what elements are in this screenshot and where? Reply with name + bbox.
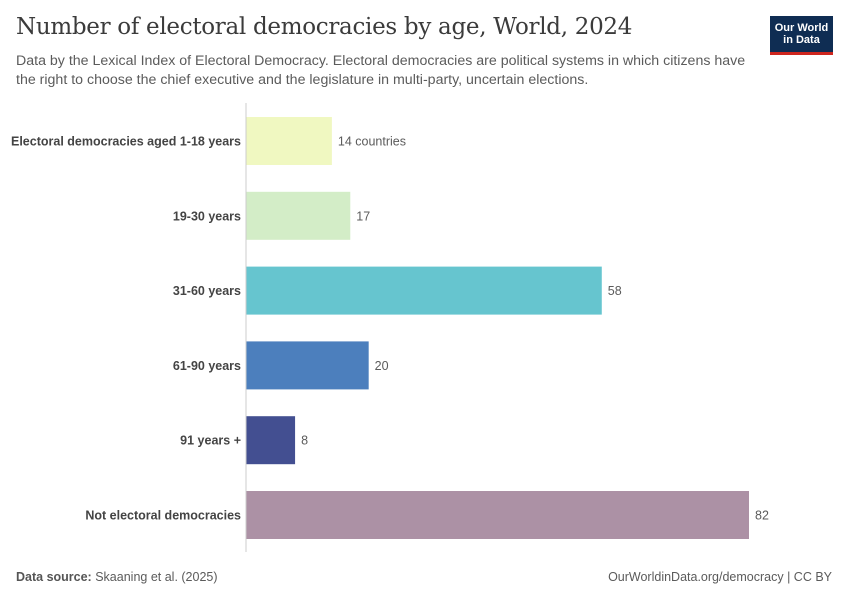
category-label: 31-60 years xyxy=(173,284,241,298)
bar[interactable] xyxy=(246,117,332,165)
category-label: 91 years + xyxy=(180,434,241,448)
chart-subtitle: Data by the Lexical Index of Electoral D… xyxy=(16,53,746,88)
category-label: Not electoral democracies xyxy=(85,509,241,523)
logo-text: Our World in Data xyxy=(774,21,829,47)
chart-title: Number of electoral democracies by age, … xyxy=(16,14,633,40)
value-label: 58 xyxy=(608,284,622,298)
data-source: Data source: Skaaning et al. (2025) xyxy=(16,570,218,584)
value-label: 14 countries xyxy=(338,135,406,149)
source-label: Data source: xyxy=(16,570,92,584)
value-label: 20 xyxy=(375,359,389,373)
category-label: 61-90 years xyxy=(173,359,241,373)
source-link[interactable]: Skaaning et al. (2025) xyxy=(95,570,218,584)
bar[interactable] xyxy=(246,266,602,315)
value-label: 17 xyxy=(356,209,370,223)
value-label: 82 xyxy=(755,509,769,523)
owid-logo[interactable]: Our World in Data xyxy=(770,16,833,55)
category-label: Electoral democracies aged 1-18 years xyxy=(11,135,241,149)
bar[interactable] xyxy=(246,191,351,240)
bar[interactable] xyxy=(246,416,296,465)
category-label: 19-30 years xyxy=(173,209,241,223)
bar[interactable] xyxy=(246,491,749,539)
value-label: 8 xyxy=(301,434,308,448)
bar[interactable] xyxy=(246,341,369,390)
license-link[interactable]: OurWorldinData.org/democracy | CC BY xyxy=(608,570,832,584)
